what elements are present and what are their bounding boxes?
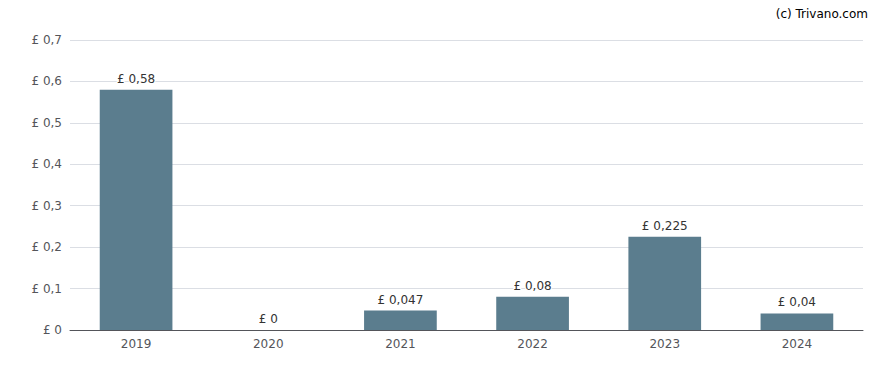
svg-text:£ 0,04: £ 0,04 <box>778 295 816 309</box>
svg-text:£ 0,08: £ 0,08 <box>513 279 551 293</box>
svg-text:£ 0: £ 0 <box>43 323 62 337</box>
svg-text:£ 0,6: £ 0,6 <box>31 74 62 88</box>
svg-text:£ 0,58: £ 0,58 <box>117 72 155 86</box>
svg-text:£ 0,3: £ 0,3 <box>31 199 62 213</box>
svg-text:(c) Trivano.com: (c) Trivano.com <box>776 7 868 21</box>
svg-text:2020: 2020 <box>253 337 284 351</box>
svg-text:2023: 2023 <box>649 337 680 351</box>
svg-text:£ 0,1: £ 0,1 <box>31 282 62 296</box>
svg-text:2022: 2022 <box>517 337 548 351</box>
svg-text:£ 0,7: £ 0,7 <box>31 33 62 47</box>
svg-text:2024: 2024 <box>782 337 813 351</box>
svg-text:£ 0,047: £ 0,047 <box>378 293 424 307</box>
svg-text:2021: 2021 <box>385 337 416 351</box>
svg-text:£ 0: £ 0 <box>259 312 278 326</box>
svg-text:£ 0,2: £ 0,2 <box>31 240 62 254</box>
svg-text:£ 0,225: £ 0,225 <box>642 219 688 233</box>
svg-text:2019: 2019 <box>121 337 152 351</box>
svg-text:£ 0,5: £ 0,5 <box>31 116 62 130</box>
svg-text:£ 0,4: £ 0,4 <box>31 157 62 171</box>
